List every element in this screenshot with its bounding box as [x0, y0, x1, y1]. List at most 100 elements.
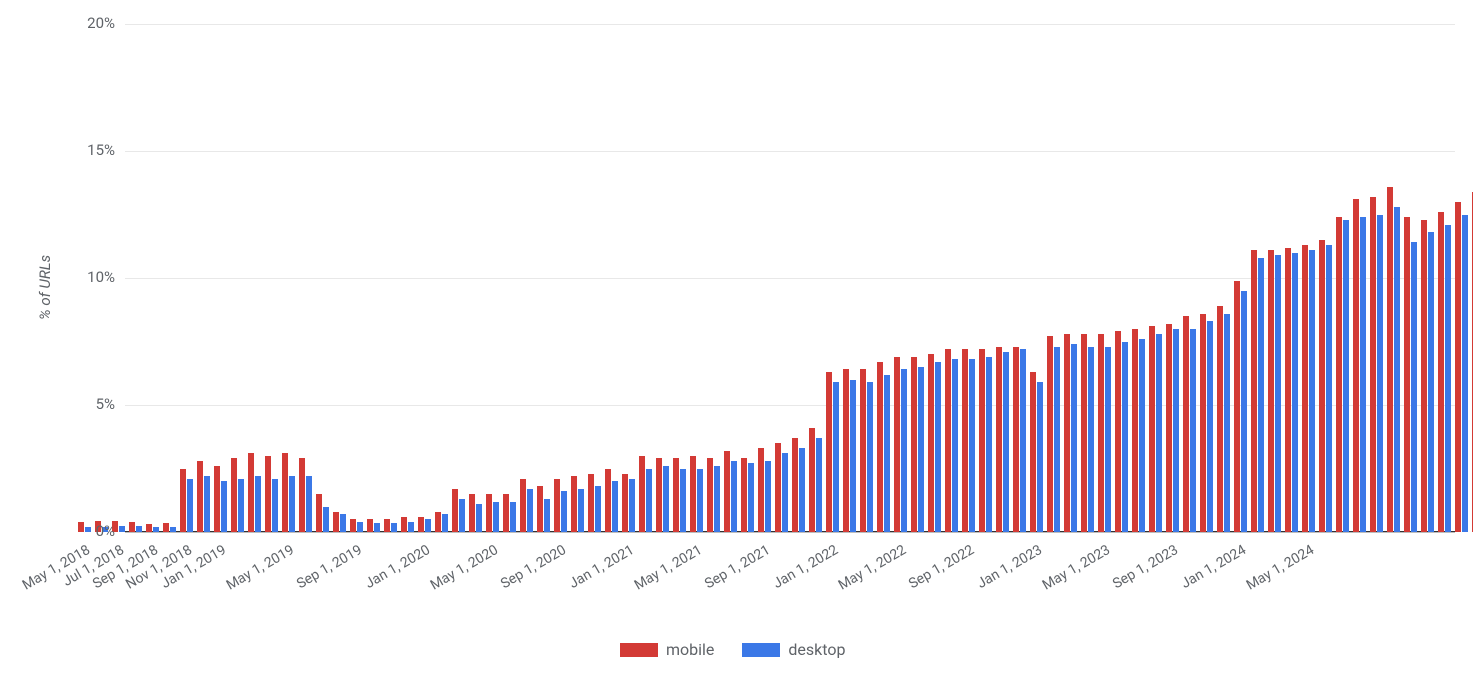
bar-mobile: [333, 512, 339, 532]
bar-desktop: [867, 382, 873, 532]
bar-mobile: [588, 474, 594, 532]
bar-desktop: [612, 481, 618, 532]
bar-desktop: [459, 499, 465, 532]
bar-desktop: [272, 479, 278, 532]
bar-desktop: [408, 522, 414, 532]
xtick-label: May 1, 2022: [835, 542, 908, 594]
xtick-label: Sep 1, 2019: [294, 542, 365, 592]
bar-mobile: [962, 349, 968, 532]
bar-desktop: [391, 523, 397, 532]
bar-mobile: [758, 448, 764, 532]
xtick-label: May 1, 2024: [1243, 542, 1316, 594]
bar-desktop: [1071, 344, 1077, 532]
bar-mobile: [265, 456, 271, 532]
ytick-label: 10%: [55, 268, 115, 286]
chart-container: % of URLs mobile desktop 0%5%10%15%20%Ma…: [0, 0, 1473, 687]
bar-mobile: [435, 512, 441, 532]
bar-desktop: [969, 359, 975, 532]
bar-desktop: [561, 491, 567, 532]
bar-desktop: [748, 463, 754, 532]
bar-desktop: [646, 469, 652, 533]
bar-mobile: [928, 354, 934, 532]
bar-desktop: [238, 479, 244, 532]
bar-desktop: [136, 526, 142, 532]
bar-desktop: [1190, 329, 1196, 532]
bar-mobile: [163, 523, 169, 532]
bar-desktop: [1020, 349, 1026, 532]
xtick-label: Jan 1, 2020: [362, 542, 432, 592]
bar-desktop: [578, 489, 584, 532]
xtick-label: May 1, 2020: [427, 542, 500, 594]
bar-mobile: [1047, 336, 1053, 532]
bar-desktop: [1105, 347, 1111, 532]
bar-mobile: [1030, 372, 1036, 532]
bar-mobile: [1455, 202, 1461, 532]
bar-mobile: [1302, 245, 1308, 532]
plot-area: [125, 24, 1455, 532]
bar-desktop: [935, 362, 941, 532]
gridline: [125, 532, 1455, 533]
xtick-label: Jan 1, 2023: [974, 542, 1044, 592]
bar-mobile: [367, 519, 373, 532]
bar-mobile: [1387, 187, 1393, 532]
bar-mobile: [1353, 199, 1359, 532]
bar-desktop: [731, 461, 737, 532]
bar-desktop: [510, 502, 516, 532]
bar-mobile: [503, 494, 509, 532]
bar-desktop: [221, 481, 227, 532]
xtick-label: May 1, 2023: [1039, 542, 1112, 594]
bar-mobile: [1064, 334, 1070, 532]
bar-desktop: [1428, 232, 1434, 532]
ytick-label: 5%: [55, 395, 115, 413]
xtick-label: May 1, 2021: [631, 542, 704, 594]
bar-desktop: [1241, 291, 1247, 532]
bar-desktop: [1207, 321, 1213, 532]
bar-desktop: [1326, 245, 1332, 532]
bar-mobile: [775, 443, 781, 532]
bar-desktop: [442, 514, 448, 532]
bar-mobile: [1268, 250, 1274, 532]
bar-desktop: [527, 489, 533, 532]
gridline: [125, 151, 1455, 152]
bar-mobile: [520, 479, 526, 532]
bar-mobile: [1098, 334, 1104, 532]
bar-desktop: [1411, 242, 1417, 532]
bar-desktop: [1003, 352, 1009, 532]
bar-desktop: [765, 461, 771, 532]
legend-item-mobile: mobile: [620, 640, 714, 659]
bar-desktop: [680, 469, 686, 533]
bar-mobile: [843, 369, 849, 532]
bar-mobile: [656, 458, 662, 532]
bar-desktop: [1445, 225, 1451, 532]
legend-label-desktop: desktop: [788, 640, 845, 659]
bar-desktop: [255, 476, 261, 532]
bar-desktop: [306, 476, 312, 532]
bar-mobile: [673, 458, 679, 532]
bar-desktop: [901, 369, 907, 532]
bar-mobile: [316, 494, 322, 532]
bar-mobile: [248, 453, 254, 532]
bar-mobile: [452, 489, 458, 532]
bar-mobile: [1200, 314, 1206, 532]
bar-mobile: [1234, 281, 1240, 532]
legend-item-desktop: desktop: [742, 640, 845, 659]
xtick-label: Sep 1, 2022: [906, 542, 977, 592]
bar-desktop: [1309, 250, 1315, 532]
bar-desktop: [323, 507, 329, 532]
bar-desktop: [1377, 215, 1383, 533]
bar-mobile: [996, 347, 1002, 532]
bar-desktop: [850, 380, 856, 532]
legend-swatch-desktop: [742, 643, 780, 657]
bar-desktop: [986, 357, 992, 532]
bar-mobile: [639, 456, 645, 532]
bar-mobile: [945, 349, 951, 532]
bar-mobile: [605, 469, 611, 533]
bar-desktop: [833, 382, 839, 532]
bar-desktop: [170, 527, 176, 532]
bar-mobile: [894, 357, 900, 532]
bar-desktop: [476, 504, 482, 532]
bar-mobile: [1115, 331, 1121, 532]
bar-mobile: [792, 438, 798, 532]
bar-mobile: [877, 362, 883, 532]
xtick-label: May 1, 2019: [223, 542, 296, 594]
